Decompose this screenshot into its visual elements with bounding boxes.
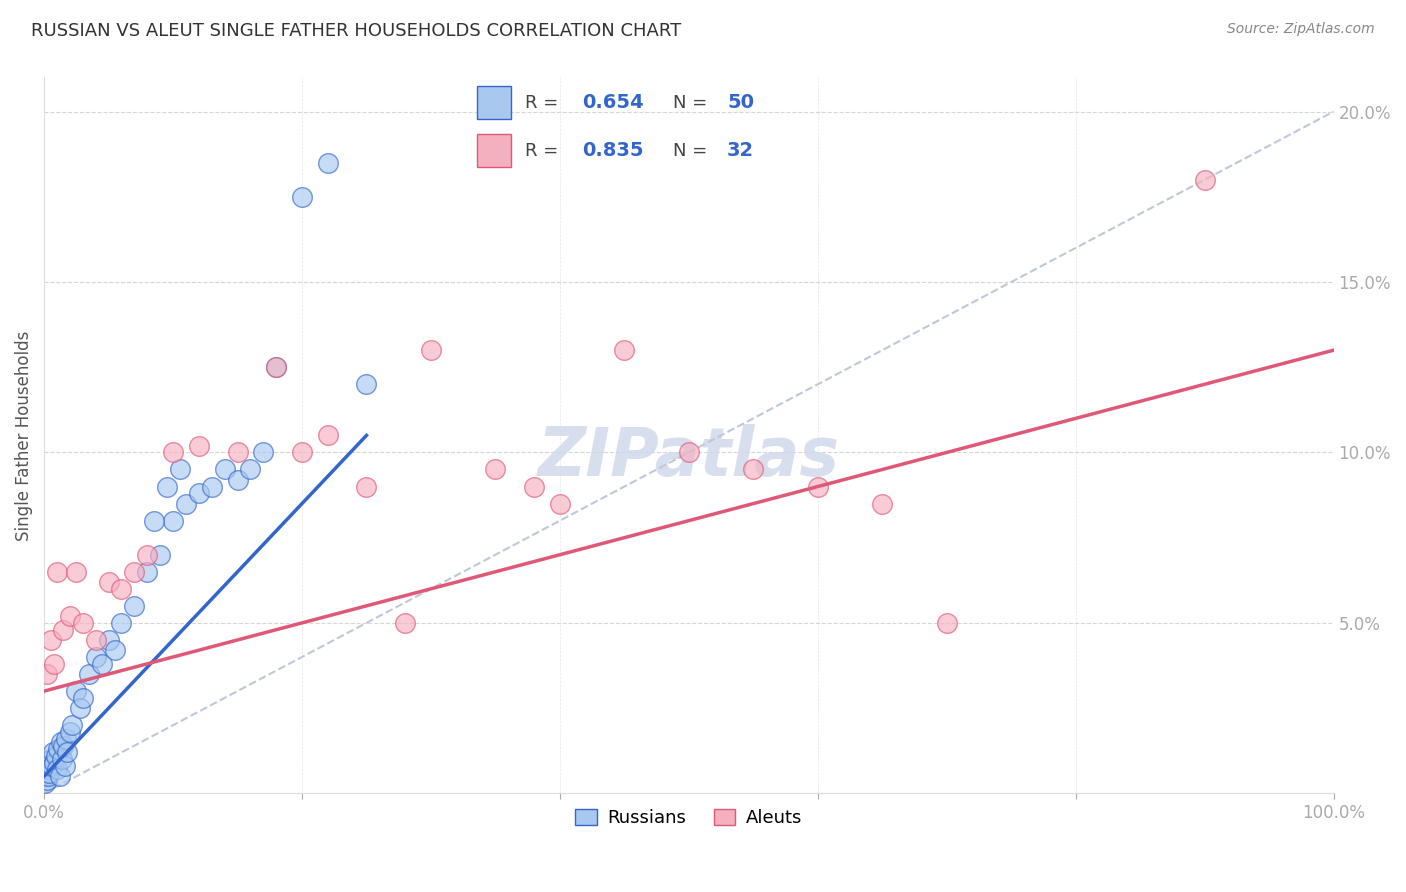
Point	[162, 445, 184, 459]
Point	[226, 473, 249, 487]
Point	[39, 632, 62, 647]
Point	[72, 690, 94, 705]
Point	[84, 650, 107, 665]
Point	[872, 497, 894, 511]
Text: ZIPatlas: ZIPatlas	[538, 424, 839, 490]
Point	[53, 759, 76, 773]
Point	[44, 756, 66, 770]
Point	[110, 582, 132, 596]
Point	[97, 632, 120, 647]
Point	[1194, 172, 1216, 186]
Text: RUSSIAN VS ALEUT SINGLE FATHER HOUSEHOLDS CORRELATION CHART: RUSSIAN VS ALEUT SINGLE FATHER HOUSEHOLD…	[31, 22, 681, 40]
Point	[239, 462, 262, 476]
Point	[124, 599, 146, 613]
Text: 50: 50	[727, 93, 754, 112]
Text: R =: R =	[524, 94, 564, 112]
Point	[356, 479, 378, 493]
Point	[45, 748, 67, 763]
Point	[44, 657, 66, 671]
Point	[69, 701, 91, 715]
Point	[201, 479, 224, 493]
Legend: Russians, Aleuts: Russians, Aleuts	[568, 802, 810, 834]
Text: 0.654: 0.654	[582, 93, 644, 112]
Point	[136, 565, 159, 579]
Point	[169, 462, 191, 476]
Point	[156, 479, 179, 493]
Point	[484, 462, 506, 476]
Point	[38, 765, 60, 780]
Point	[46, 742, 69, 756]
Point	[187, 486, 209, 500]
Point	[187, 439, 209, 453]
Point	[742, 462, 765, 476]
FancyBboxPatch shape	[478, 86, 512, 120]
Point	[35, 667, 58, 681]
Point	[316, 428, 339, 442]
Point	[77, 667, 100, 681]
Point	[136, 548, 159, 562]
Text: 0.835: 0.835	[582, 141, 644, 160]
Point	[356, 377, 378, 392]
Point	[35, 772, 58, 787]
Point	[264, 360, 287, 375]
Text: N =: N =	[673, 94, 713, 112]
Point	[34, 776, 56, 790]
Point	[174, 497, 197, 511]
Point	[252, 445, 274, 459]
Text: Source: ZipAtlas.com: Source: ZipAtlas.com	[1227, 22, 1375, 37]
Point	[65, 684, 87, 698]
Point	[37, 769, 59, 783]
Point	[110, 615, 132, 630]
Point	[807, 479, 830, 493]
FancyBboxPatch shape	[478, 134, 512, 168]
Point	[935, 615, 957, 630]
Point	[523, 479, 546, 493]
Point	[52, 623, 75, 637]
Point	[49, 735, 72, 749]
Point	[84, 632, 107, 647]
Point	[59, 609, 82, 624]
Point	[613, 343, 636, 358]
Point	[316, 155, 339, 169]
Point	[38, 759, 60, 773]
Text: N =: N =	[673, 142, 713, 160]
Point	[149, 548, 172, 562]
Point	[162, 514, 184, 528]
Point	[291, 190, 314, 204]
Text: 32: 32	[727, 141, 754, 160]
Point	[678, 445, 700, 459]
Point	[124, 565, 146, 579]
Point	[39, 752, 62, 766]
Point	[55, 731, 77, 746]
Point	[37, 763, 59, 777]
Point	[56, 746, 79, 760]
Point	[420, 343, 443, 358]
Point	[97, 574, 120, 589]
Point	[548, 497, 571, 511]
Point	[291, 445, 314, 459]
Point	[142, 514, 165, 528]
Point	[394, 615, 416, 630]
Point	[46, 763, 69, 777]
Point	[104, 643, 127, 657]
Point	[52, 739, 75, 753]
Point	[214, 462, 236, 476]
Point	[41, 759, 63, 773]
Point	[226, 445, 249, 459]
Point	[42, 746, 65, 760]
Point	[72, 615, 94, 630]
Point	[46, 565, 69, 579]
Point	[62, 718, 84, 732]
Point	[91, 657, 114, 671]
Point	[65, 565, 87, 579]
Point	[264, 360, 287, 375]
Point	[35, 769, 58, 783]
Point	[48, 769, 70, 783]
Point	[59, 725, 82, 739]
Text: R =: R =	[524, 142, 564, 160]
Y-axis label: Single Father Households: Single Father Households	[15, 330, 32, 541]
Point	[51, 752, 73, 766]
